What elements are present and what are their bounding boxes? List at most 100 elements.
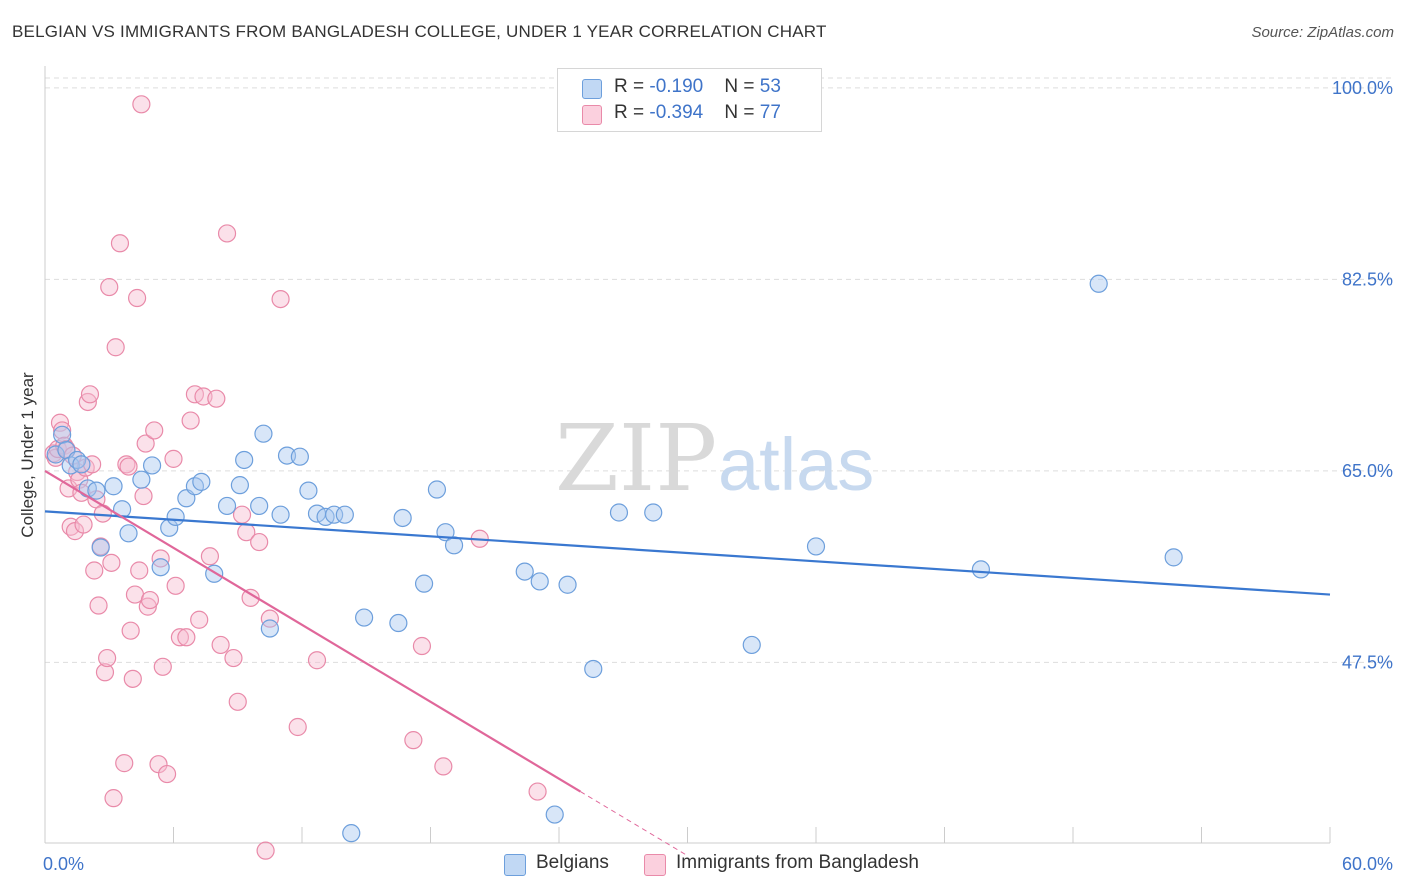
point-belgians <box>530 572 549 591</box>
point-belgians <box>355 608 374 627</box>
point-belgians <box>444 536 464 555</box>
point-bangladesh <box>83 455 102 474</box>
legend-swatch-belgians <box>582 79 602 99</box>
point-belgians <box>290 447 309 466</box>
trend-line-belgians <box>44 510 1331 596</box>
point-bangladesh <box>528 782 547 801</box>
point-belgians <box>515 562 534 581</box>
trend-line-bangladesh-extension <box>580 791 688 857</box>
watermark-zip: ZIP <box>555 405 717 512</box>
y-tick-label: 82.5% <box>1342 269 1393 289</box>
trend-lines <box>44 469 1331 857</box>
point-belgians <box>427 480 447 499</box>
point-bangladesh <box>80 385 100 404</box>
point-bangladesh <box>200 547 220 566</box>
grid-lines <box>45 77 1392 663</box>
point-belgians <box>235 450 254 470</box>
point-bangladesh <box>136 434 155 453</box>
point-bangladesh <box>181 411 200 430</box>
point-belgians <box>342 824 361 843</box>
point-bangladesh <box>207 389 226 408</box>
y-tick-label: 65.0% <box>1342 461 1393 481</box>
point-belgians <box>151 558 170 577</box>
point-bangladesh <box>89 596 108 615</box>
point-bangladesh <box>53 421 72 440</box>
point-belgians <box>414 574 434 593</box>
point-belgians <box>584 659 603 679</box>
point-bangladesh <box>95 663 115 682</box>
point-bangladesh <box>307 651 327 670</box>
point-bangladesh <box>164 449 183 468</box>
legend-swatch-bangladesh <box>582 105 602 125</box>
point-belgians <box>644 503 663 522</box>
point-belgians <box>119 524 138 543</box>
point-bangladesh <box>404 731 423 750</box>
point-bangladesh <box>102 553 121 572</box>
point-bangladesh <box>98 648 117 668</box>
point-bangladesh <box>132 95 151 114</box>
point-bangladesh <box>145 421 164 440</box>
point-bangladesh <box>250 532 269 552</box>
bottom-legend-swatch-belgians <box>504 854 526 876</box>
point-belgians <box>277 446 297 465</box>
y-tick-label: 47.5% <box>1342 652 1393 672</box>
legend-n-label: N = <box>724 102 760 123</box>
point-bangladesh <box>190 610 209 629</box>
point-belgians <box>806 537 826 556</box>
correlation-legend: R = -0.190 N = 53 R = -0.394 N = 77 <box>557 68 822 132</box>
point-bangladesh <box>119 457 138 476</box>
point-bangladesh <box>217 224 237 243</box>
point-bangladesh <box>260 609 279 628</box>
point-bangladesh <box>121 621 140 640</box>
point-bangladesh <box>85 561 104 580</box>
point-belgians <box>325 505 344 524</box>
bottom-legend-label-bangladesh: Immigrants from Bangladesh <box>676 852 919 873</box>
series-belgians <box>46 274 1183 843</box>
point-belgians <box>393 508 412 528</box>
bottom-legend-swatch-bangladesh <box>644 854 666 876</box>
x-tick-label: 0.0% <box>43 854 84 874</box>
point-belgians <box>217 496 237 516</box>
point-bangladesh <box>170 628 190 647</box>
point-belgians <box>46 445 65 464</box>
point-bangladesh <box>153 657 172 676</box>
point-belgians <box>166 507 185 526</box>
point-bangladesh <box>228 692 247 711</box>
point-bangladesh <box>115 754 134 773</box>
point-belgians <box>91 538 110 557</box>
point-belgians <box>545 805 564 824</box>
point-belgians <box>609 503 629 522</box>
point-bangladesh <box>434 757 453 776</box>
series-immigrants-from-bangladesh <box>44 95 547 860</box>
chart-title: BELGIAN VS IMMIGRANTS FROM BANGLADESH CO… <box>12 22 827 41</box>
point-bangladesh <box>138 597 157 616</box>
y-tick-label: 100.0% <box>1332 78 1393 98</box>
point-belgians <box>558 575 577 594</box>
tick-labels: 47.5% 65.0% 82.5% 100.0% 0.0% 60.0% <box>43 78 1393 874</box>
point-bangladesh <box>110 234 130 253</box>
legend-r-label: R = <box>614 102 650 123</box>
point-belgians <box>87 481 106 500</box>
point-belgians <box>250 496 269 516</box>
point-belgians <box>142 456 162 475</box>
point-belgians <box>192 472 211 491</box>
legend-r-label: R = <box>614 76 650 97</box>
point-belgians <box>1164 548 1183 567</box>
point-belgians <box>335 505 354 524</box>
point-belgians <box>254 424 273 443</box>
point-bangladesh <box>140 590 160 610</box>
point-belgians <box>104 477 123 496</box>
legend-r-value-bangladesh: -0.394 <box>649 102 704 123</box>
point-bangladesh <box>256 841 275 860</box>
point-bangladesh <box>177 628 196 647</box>
point-bangladesh <box>127 288 147 308</box>
x-tick-label: 60.0% <box>1342 854 1393 874</box>
bottom-legend-label-belgians: Belgians <box>536 852 609 873</box>
point-belgians <box>1089 274 1108 293</box>
point-bangladesh <box>288 717 307 737</box>
point-bangladesh <box>157 764 177 784</box>
point-bangladesh <box>224 648 243 668</box>
point-belgians <box>271 505 290 524</box>
point-belgians <box>742 635 761 655</box>
point-bangladesh <box>106 338 125 357</box>
